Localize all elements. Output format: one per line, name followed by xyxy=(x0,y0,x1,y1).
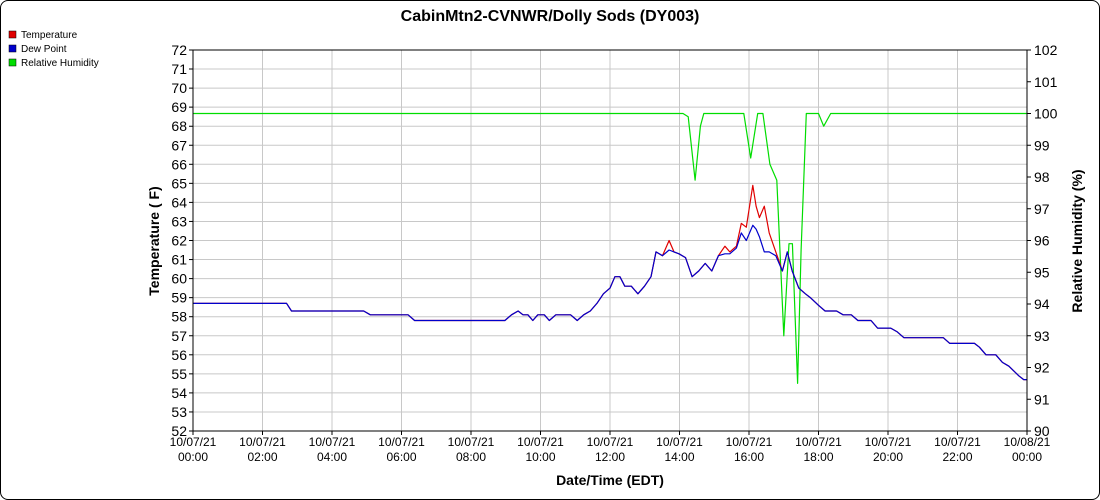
x-tick-date: 10/07/21 xyxy=(656,435,703,449)
y2-tick-label: 102 xyxy=(1034,42,1058,58)
x-tick-time: 12:00 xyxy=(595,450,625,464)
y2-tick-label: 92 xyxy=(1034,360,1050,376)
y-tick-label: 58 xyxy=(171,309,187,325)
y-tick-label: 62 xyxy=(171,233,187,249)
y-tick-label: 61 xyxy=(171,252,187,268)
y-tick-label: 55 xyxy=(171,366,187,382)
y-tick-label: 53 xyxy=(171,404,187,420)
y-tick-label: 70 xyxy=(171,80,187,96)
x-tick-date: 10/07/21 xyxy=(517,435,564,449)
y-tick-label: 56 xyxy=(171,347,187,363)
y-tick-label: 59 xyxy=(171,290,187,306)
x-tick-time: 14:00 xyxy=(664,450,694,464)
legend-swatch-relative-humidity xyxy=(8,58,17,67)
x-tick-time: 06:00 xyxy=(386,450,416,464)
x-tick-time: 08:00 xyxy=(456,450,486,464)
y2-tick-label: 98 xyxy=(1034,169,1050,185)
legend-label-dew-point: Dew Point xyxy=(21,44,67,55)
x-tick-date: 10/07/21 xyxy=(448,435,495,449)
y2-tick-label: 91 xyxy=(1034,391,1050,407)
y-tick-label: 66 xyxy=(171,156,187,172)
legend-swatch-dew-point xyxy=(8,44,17,53)
dew-point-line xyxy=(193,224,1027,381)
y-tick-label: 72 xyxy=(171,42,187,58)
x-tick-date: 10/07/21 xyxy=(934,435,981,449)
x-tick-date: 10/08/21 xyxy=(1004,435,1051,449)
y-tick-label: 57 xyxy=(171,328,187,344)
x-tick-time: 10:00 xyxy=(525,450,555,464)
y2-tick-label: 97 xyxy=(1034,201,1050,217)
x-tick-time: 22:00 xyxy=(942,450,972,464)
y2-tick-label: 95 xyxy=(1034,264,1050,280)
x-axis-ticks: 10/07/2100:0010/07/2102:0010/07/2104:001… xyxy=(170,431,1051,464)
x-tick-date: 10/07/21 xyxy=(309,435,356,449)
y-tick-label: 69 xyxy=(171,99,187,115)
y2-tick-label: 94 xyxy=(1034,296,1050,312)
x-tick-date: 10/07/21 xyxy=(170,435,217,449)
series-layer xyxy=(193,112,1027,384)
y-tick-label: 63 xyxy=(171,213,187,229)
x-tick-time: 04:00 xyxy=(317,450,347,464)
y2-axis-ticks: 90 91 92 93 94 95 96 97 98 99 100 101 102 xyxy=(1027,42,1058,439)
x-tick-date: 10/07/21 xyxy=(726,435,773,449)
x-tick-time: 00:00 xyxy=(1012,450,1042,464)
legend-swatch-temperature xyxy=(8,30,17,39)
y2-tick-label: 99 xyxy=(1034,137,1050,153)
y2-tick-label: 101 xyxy=(1034,74,1058,90)
x-tick-date: 10/07/21 xyxy=(378,435,425,449)
y-axis-ticks: 52 53 54 55 56 57 58 59 60 61 62 63 64 65 66 67 68 69 70 71… xyxy=(171,42,193,439)
y2-tick-label: 93 xyxy=(1034,328,1050,344)
y2-tick-label: 90 xyxy=(1034,423,1050,439)
y-tick-label: 71 xyxy=(171,61,187,77)
y-tick-label: 67 xyxy=(171,137,187,153)
x-axis-title: Date/Time (EDT) xyxy=(556,472,664,488)
x-tick-time: 20:00 xyxy=(873,450,903,464)
legend: Temperature Dew Point Relative Humidity xyxy=(8,30,99,69)
y-tick-label: 68 xyxy=(171,118,187,134)
legend-label-relative-humidity: Relative Humidity xyxy=(21,58,99,69)
y-axis-title: Temperature ( F) xyxy=(146,186,162,295)
y-tick-label: 65 xyxy=(171,175,187,191)
x-tick-date: 10/07/21 xyxy=(239,435,286,449)
legend-label-temperature: Temperature xyxy=(21,30,78,41)
y-tick-label: 54 xyxy=(171,385,187,401)
grid xyxy=(192,49,1028,432)
x-tick-time: 02:00 xyxy=(247,450,277,464)
y-tick-label: 60 xyxy=(171,271,187,287)
x-tick-time: 18:00 xyxy=(803,450,833,464)
y2-tick-label: 100 xyxy=(1034,106,1058,122)
y2-axis-title: Relative Humidity (%) xyxy=(1069,169,1085,312)
relative-humidity-line xyxy=(193,112,1027,384)
y2-tick-label: 96 xyxy=(1034,233,1050,249)
x-tick-date: 10/07/21 xyxy=(865,435,912,449)
x-tick-date: 10/07/21 xyxy=(587,435,634,449)
x-tick-time: 00:00 xyxy=(178,450,208,464)
chart-title: CabinMtn2-CVNWR/Dolly Sods (DY003) xyxy=(401,8,700,25)
x-tick-time: 16:00 xyxy=(734,450,764,464)
x-tick-date: 10/07/21 xyxy=(795,435,842,449)
y-tick-label: 52 xyxy=(171,423,187,439)
y-tick-label: 64 xyxy=(171,194,187,210)
